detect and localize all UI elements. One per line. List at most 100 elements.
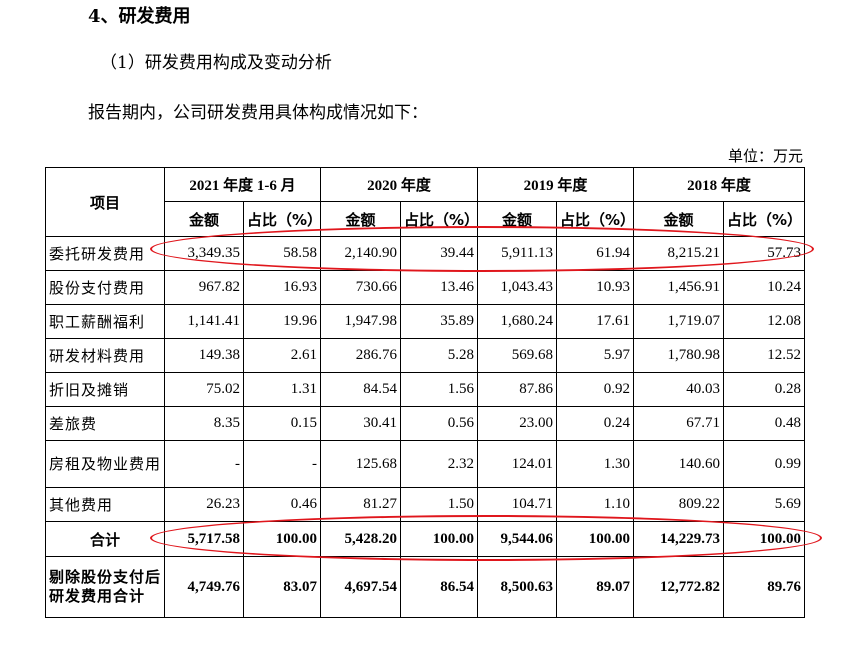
row-label: 房租及物业费用: [45, 440, 165, 488]
table-row: 房租及物业费用 - -125.68 2.32 124.01 1.30 140.60 0.99: [45, 440, 806, 488]
amount-cell: 9,544.06: [477, 521, 558, 557]
table-row: 委托研发费用 3,349.35 58.58 2,140.90 39.44 5,911.13…: [45, 236, 806, 271]
amount-cell: 14,229.73: [633, 521, 725, 557]
header-ratio: 占比（%）: [399, 201, 479, 237]
ratio-cell: 10.93: [556, 270, 635, 305]
amount-cell: 8,500.63: [477, 556, 558, 618]
row-label: 职工薪酬福利: [45, 304, 165, 339]
ratio-cell: 89.76: [723, 556, 806, 618]
ratio-cell: 5.97: [556, 338, 635, 373]
ratio-cell: 39.44: [399, 236, 479, 271]
ratio-cell: 100.00: [556, 521, 635, 557]
ratio-cell: 61.94: [556, 236, 635, 271]
amount-cell: 1,456.91: [633, 270, 725, 305]
amount-cell: 140.60: [633, 440, 725, 488]
table-row: 合计 5,717.58 100.00 5,428.20 100.00 9,544.06 10…: [45, 521, 806, 557]
amount-cell: 1,780.98: [633, 338, 725, 373]
ratio-cell: 0.48: [723, 406, 806, 441]
amount-cell: 5,911.13: [477, 236, 558, 271]
amount-cell: 84.54: [320, 372, 401, 407]
ratio-cell: 2.61: [243, 338, 321, 373]
row-label: 股份支付费用: [45, 270, 165, 305]
header-ratio: 占比（%）: [556, 201, 635, 237]
amount-cell: 67.71: [633, 406, 725, 441]
ratio-cell: 0.24: [556, 406, 635, 441]
amount-cell: 1,680.24: [477, 304, 558, 339]
amount-cell: 75.02: [164, 372, 244, 407]
amount-cell: 4,749.76: [164, 556, 244, 618]
header-amount: 金额: [320, 201, 401, 237]
amount-cell: 809.22: [633, 487, 725, 522]
table-row: 剔除股份支付后研发费用合计 4,749.76 83.07 4,697.54 86.54 8…: [45, 556, 806, 618]
ratio-cell: 1.56: [399, 372, 479, 407]
amount-cell: 23.00: [477, 406, 558, 441]
amount-cell: 81.27: [320, 487, 401, 522]
ratio-cell: -: [243, 440, 321, 488]
amount-cell: 4,697.54: [320, 556, 401, 618]
rd-expense-table: 项目 2021 年度 1-6 月 2020 年度 2019 年度 2018 年度…: [45, 167, 806, 618]
ratio-cell: 35.89: [399, 304, 479, 339]
amount-cell: 967.82: [164, 270, 244, 305]
amount-cell: 730.66: [320, 270, 401, 305]
ratio-cell: 100.00: [243, 521, 321, 557]
amount-cell: 40.03: [633, 372, 725, 407]
amount-cell: 149.38: [164, 338, 244, 373]
row-label: 差旅费: [45, 406, 165, 441]
header-amount: 金额: [633, 201, 725, 237]
amount-cell: 2,140.90: [320, 236, 401, 271]
row-label: 委托研发费用: [45, 236, 165, 271]
ratio-cell: 5.28: [399, 338, 479, 373]
row-label: 合计: [45, 521, 165, 557]
ratio-cell: 1.50: [399, 487, 479, 522]
header-amount: 金额: [164, 201, 244, 237]
ratio-cell: 12.52: [723, 338, 806, 373]
header-period: 2020 年度: [319, 167, 479, 202]
header-period: 2021 年度 1-6 月: [164, 167, 321, 202]
ratio-cell: 100.00: [723, 521, 806, 557]
unit-label: 单位：万元: [727, 147, 803, 165]
header-amount: 金额: [477, 201, 558, 237]
ratio-cell: 12.08: [723, 304, 806, 339]
ratio-cell: 19.96: [243, 304, 321, 339]
amount-cell: 12,772.82: [633, 556, 725, 618]
ratio-cell: 57.73: [723, 236, 806, 271]
ratio-cell: 58.58: [243, 236, 321, 271]
amount-cell: 3,349.35: [164, 236, 244, 271]
ratio-cell: 1.30: [556, 440, 635, 488]
amount-cell: 5,428.20: [320, 521, 401, 557]
ratio-cell: 0.15: [243, 406, 321, 441]
amount-cell: 87.86: [477, 372, 558, 407]
header-ratio: 占比（%）: [243, 201, 321, 237]
header-ratio: 占比（%）: [723, 201, 806, 237]
amount-cell: 5,717.58: [164, 521, 244, 557]
ratio-cell: 13.46: [399, 270, 479, 305]
table-row: 研发材料费用 149.38 2.61 286.76 5.28 569.68 5.97 1,78…: [45, 338, 806, 373]
table-row: 职工薪酬福利 1,141.41 19.96 1,947.98 35.89 1,680.24…: [45, 304, 806, 339]
ratio-cell: 0.99: [723, 440, 806, 488]
amount-cell: 124.01: [477, 440, 558, 488]
ratio-cell: 5.69: [723, 487, 806, 522]
amount-cell: 1,043.43: [477, 270, 558, 305]
header-item: 项目: [45, 167, 165, 237]
ratio-cell: 0.46: [243, 487, 321, 522]
row-label: 折旧及摊销: [45, 372, 165, 407]
ratio-cell: 2.32: [399, 440, 479, 488]
ratio-cell: 1.31: [243, 372, 321, 407]
row-label: 研发材料费用: [45, 338, 165, 373]
amount-cell: 569.68: [477, 338, 558, 373]
amount-cell: 26.23: [164, 487, 244, 522]
amount-cell: 1,947.98: [320, 304, 401, 339]
amount-cell: 104.71: [477, 487, 558, 522]
amount-cell: 8.35: [164, 406, 244, 441]
table-row: 折旧及摊销 75.02 1.31 84.54 1.56 87.86 0.92 40.03 0.2…: [45, 372, 806, 407]
amount-cell: 1,719.07: [633, 304, 725, 339]
amount-cell: 30.41: [320, 406, 401, 441]
table-row: 其他费用 26.23 0.46 81.27 1.50 104.71 1.10 809.22 5.…: [45, 487, 806, 522]
ratio-cell: 0.92: [556, 372, 635, 407]
section-heading: 4、研发费用: [88, 6, 191, 27]
ratio-cell: 100.00: [399, 521, 479, 557]
table-row: 股份支付费用 967.82 16.93 730.66 13.46 1,043.43 10.9…: [45, 270, 806, 305]
ratio-cell: 17.61: [556, 304, 635, 339]
row-label: 其他费用: [45, 487, 165, 522]
header-period: 2018 年度: [633, 167, 806, 202]
